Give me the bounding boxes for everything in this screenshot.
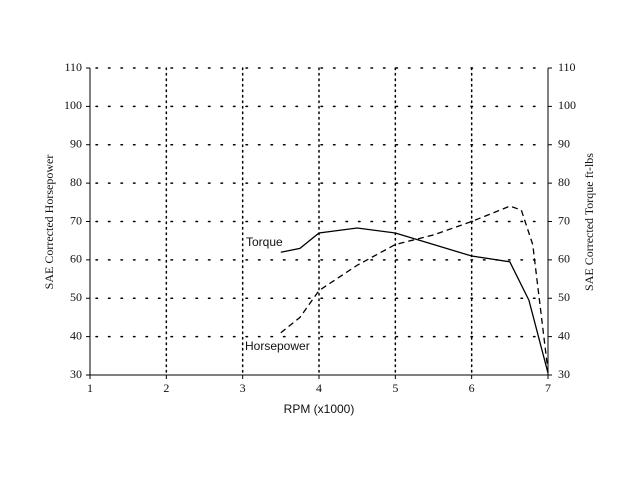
y-tick-label: 80 — [70, 175, 82, 189]
y2-tick-label: 80 — [558, 175, 570, 189]
y-tick-label: 110 — [64, 60, 82, 74]
y2-tick-label: 90 — [558, 137, 570, 151]
y-axis-label: SAE Corrected Horsepower — [42, 155, 56, 290]
y2-tick-label: 30 — [558, 367, 570, 381]
x-tick-label: 6 — [469, 381, 475, 395]
y2-tick-label: 110 — [558, 60, 576, 74]
y2-tick-label: 40 — [558, 328, 570, 342]
y-tick-label: 70 — [70, 213, 82, 227]
y2-tick-label: 70 — [558, 213, 570, 227]
x-tick-label: 3 — [240, 381, 246, 395]
x-tick-label: 2 — [163, 381, 169, 395]
x-axis-label: RPM (x1000) — [284, 402, 355, 416]
y2-axis-label: SAE Corrected Torque ft-lbs — [582, 153, 596, 291]
series-label: Torque — [246, 235, 283, 249]
series-line — [280, 227, 549, 374]
y2-tick-label: 100 — [558, 98, 576, 112]
y-tick-label: 100 — [64, 98, 82, 112]
x-tick-label: 5 — [392, 381, 398, 395]
y-tick-label: 40 — [70, 328, 82, 342]
y-tick-label: 30 — [70, 367, 82, 381]
series-label: Horsepower — [245, 339, 310, 353]
y-tick-label: 90 — [70, 137, 82, 151]
x-tick-label: 4 — [316, 381, 322, 395]
y2-tick-label: 50 — [558, 290, 570, 304]
y2-tick-label: 60 — [558, 252, 570, 266]
x-tick-label: 1 — [87, 381, 93, 395]
series-line — [280, 205, 549, 372]
y-tick-label: 50 — [70, 290, 82, 304]
x-tick-label: 7 — [545, 381, 551, 395]
y-tick-label: 60 — [70, 252, 82, 266]
